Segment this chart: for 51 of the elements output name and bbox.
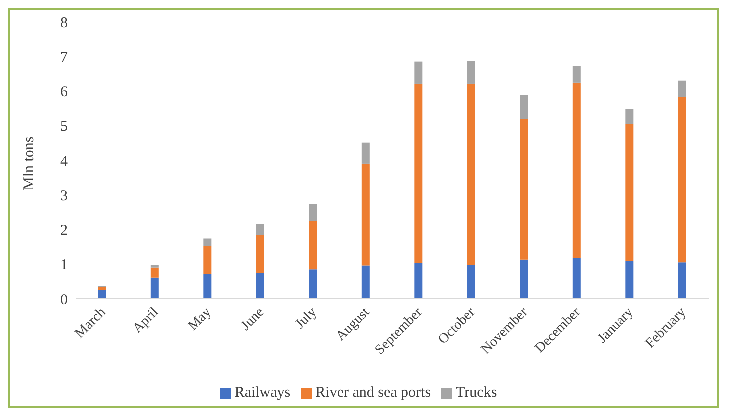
bar xyxy=(256,273,264,299)
y-tick-label: 8 xyxy=(60,15,68,32)
y-tick-label: 0 xyxy=(60,292,68,308)
bar xyxy=(256,224,264,236)
bar xyxy=(204,274,212,299)
bar xyxy=(626,261,634,299)
bar xyxy=(626,124,634,262)
bar xyxy=(467,61,476,84)
bar xyxy=(678,80,686,98)
bar xyxy=(572,258,581,299)
bar xyxy=(204,238,212,246)
bar xyxy=(309,221,318,270)
bar xyxy=(520,260,528,299)
bar xyxy=(309,204,318,222)
bar xyxy=(362,164,370,266)
bar xyxy=(678,97,686,263)
bar xyxy=(414,263,423,299)
y-tick-label: 5 xyxy=(60,119,68,136)
legend-label: Railways xyxy=(234,385,291,401)
bar xyxy=(309,270,318,299)
bar xyxy=(414,62,423,84)
x-tick-label: June xyxy=(238,305,268,334)
bar xyxy=(150,265,159,268)
bar xyxy=(150,268,159,278)
x-tick-label: May xyxy=(186,305,215,334)
bar xyxy=(467,265,476,299)
bar xyxy=(572,66,581,83)
y-tick-label: 3 xyxy=(60,188,68,204)
y-tick-label: 1 xyxy=(60,258,68,274)
bar xyxy=(98,287,106,290)
legend-label: Trucks xyxy=(456,385,498,401)
bar xyxy=(256,235,264,274)
bar xyxy=(520,118,528,260)
bar xyxy=(204,246,212,274)
bar xyxy=(572,82,581,258)
bar xyxy=(362,266,370,299)
bar xyxy=(150,278,159,299)
bar xyxy=(362,142,370,164)
bar xyxy=(414,84,423,264)
y-tick-label: 7 xyxy=(60,50,68,66)
x-tick-label: July xyxy=(293,305,320,332)
y-tick-label: 6 xyxy=(60,84,68,101)
y-axis-title: Mln tons xyxy=(21,136,38,190)
legend-label: River and sea ports xyxy=(316,385,432,401)
y-tick-label: 4 xyxy=(60,154,68,170)
bar xyxy=(678,262,686,299)
y-tick-label: 2 xyxy=(60,223,68,240)
bar xyxy=(520,95,528,119)
bar xyxy=(626,109,634,124)
bar xyxy=(98,290,106,299)
bar xyxy=(467,84,476,266)
